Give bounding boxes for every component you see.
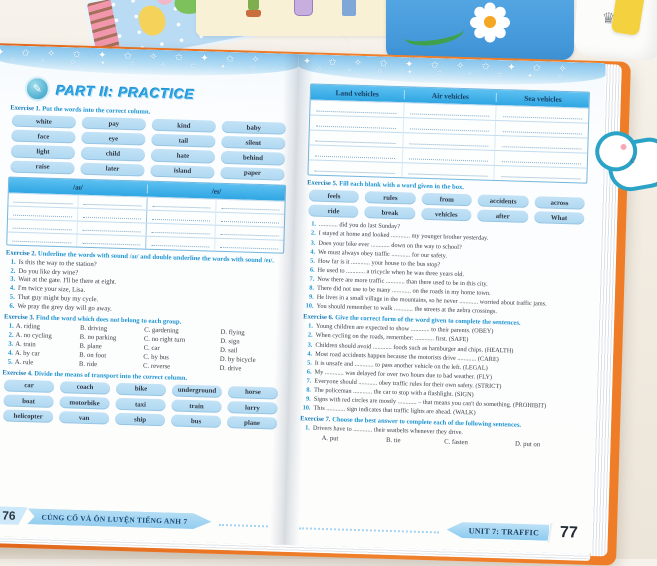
word-pill: behind — [220, 151, 286, 166]
left-page-footer: 76 CỦNG CỐ VÀ ÔN LUYỆN TIẾNG ANH 7 — [0, 506, 276, 533]
word-pill: pay — [81, 116, 147, 131]
word-pill: horse — [227, 385, 279, 400]
word-pill: What — [533, 211, 585, 225]
word-pill: child — [80, 147, 146, 162]
backpack-doodle — [294, 0, 313, 16]
word-pill: lorry — [227, 401, 278, 415]
exercise5-items: 1............. did you do last Sunday? 2… — [303, 221, 586, 318]
answer-option: A. put — [321, 435, 339, 443]
word-pill: bike — [115, 382, 167, 397]
exercise5-word-box: feels rules from accidents across ride break ve… — [308, 189, 585, 225]
right-page-footer: UNIT 7: TRAFFIC 77 — [291, 515, 594, 544]
word-pill: rules — [365, 191, 416, 205]
word-pill: kind — [151, 118, 216, 133]
unit-banner: UNIT 7: TRAFFIC — [446, 522, 549, 541]
word-pill: face — [11, 129, 76, 144]
word-pill: hate — [150, 149, 216, 164]
book-title-banner: CỦNG CỐ VÀ ÔN LUYỆN TIẾNG ANH 7 — [27, 508, 211, 529]
phonetic-table: /aɪ/ /eɪ/ — [6, 176, 287, 254]
word-pill: island — [150, 164, 215, 179]
word-pill: light — [10, 144, 76, 160]
exercise4-word-bank: car coach bike underground horse boat motorbik… — [2, 379, 279, 430]
vehicle-column-header: Air vehicles — [403, 90, 497, 102]
cactus-doodle — [248, 0, 259, 12]
word-pill: car — [3, 379, 55, 393]
word-pill: boat — [3, 394, 54, 409]
cloud-sticker: c — [592, 122, 657, 199]
daisy-flower-icon — [464, 0, 516, 48]
word-pill: coach — [59, 380, 111, 395]
dotted-divider — [219, 523, 269, 528]
blue-pouch — [386, 0, 574, 60]
answer-option: C. fasten — [443, 438, 468, 447]
exercise2-items: 1. Is this the way to the station? 2. Do y… — [4, 258, 283, 317]
word-pill: ship — [114, 412, 166, 427]
exercise1-word-bank: white pay kind baby face eye tail silent light ch… — [10, 114, 286, 181]
word-pill: plane — [226, 416, 278, 430]
vehicle-column-header: Land vehicles — [335, 88, 379, 99]
vehicle-table: Land vehicles Air vehicles Sea vehicles — [307, 83, 591, 184]
exercise3-rows: 1. A. riding B. driving C. gardening D. fly… — [3, 322, 282, 373]
word-pill: accidents — [477, 194, 529, 209]
exercise6-items: 1. Young children are expected to show ..… — [300, 323, 583, 420]
word-pill: from — [421, 192, 473, 207]
word-pill: taxi — [115, 397, 166, 412]
notebook-art — [155, 0, 175, 7]
workbook: ✎ PART II: PRACTICE Exercise 1. Put the … — [0, 42, 631, 566]
phonetic-column-header: /eɪ/ — [146, 184, 286, 198]
word-pill: tail — [151, 133, 216, 149]
cactus-pot-doodle — [246, 10, 261, 17]
clipboard-pencil-icon: ✎ — [24, 75, 51, 102]
word-pill: later — [80, 162, 145, 177]
part-title: PART II: PRACTICE — [55, 81, 195, 102]
word-pill: eye — [81, 131, 146, 146]
word-pill: across — [534, 196, 585, 210]
word-pill: raise — [10, 160, 75, 175]
left-page: ✎ PART II: PRACTICE Exercise 1. Put the … — [0, 44, 300, 545]
word-pill: underground — [171, 384, 223, 398]
word-pill: motorbike — [59, 396, 110, 410]
dotted-divider — [298, 527, 439, 534]
notebook-character-art — [136, 3, 168, 38]
page-number: 76 — [0, 506, 28, 525]
word-pill: baby — [221, 120, 286, 135]
phonetic-column-header: /aɪ/ — [72, 182, 84, 192]
kid-doodle — [342, 0, 356, 16]
part-header: ✎ PART II: PRACTICE — [24, 75, 289, 109]
word-pill: van — [58, 411, 110, 425]
word-pill: paper — [220, 166, 285, 181]
answer-option: B. tie — [385, 437, 401, 445]
leaf-swoosh — [402, 17, 466, 50]
word-pill: ride — [308, 204, 359, 219]
answer-option: D. put on — [514, 440, 541, 449]
word-pill: white — [11, 114, 77, 129]
word-pill: after — [477, 209, 529, 224]
word-pill: train — [171, 399, 222, 414]
word-pill: silent — [221, 136, 286, 151]
vehicle-column-header: Sea vehicles — [496, 92, 589, 105]
word-pill: helicopter — [2, 409, 54, 424]
word-pill: break — [364, 206, 416, 220]
word-pill: feels — [308, 189, 360, 204]
word-pill: vehicles — [420, 207, 472, 222]
page-number: 77 — [547, 522, 594, 544]
word-pill: bus — [170, 414, 222, 429]
